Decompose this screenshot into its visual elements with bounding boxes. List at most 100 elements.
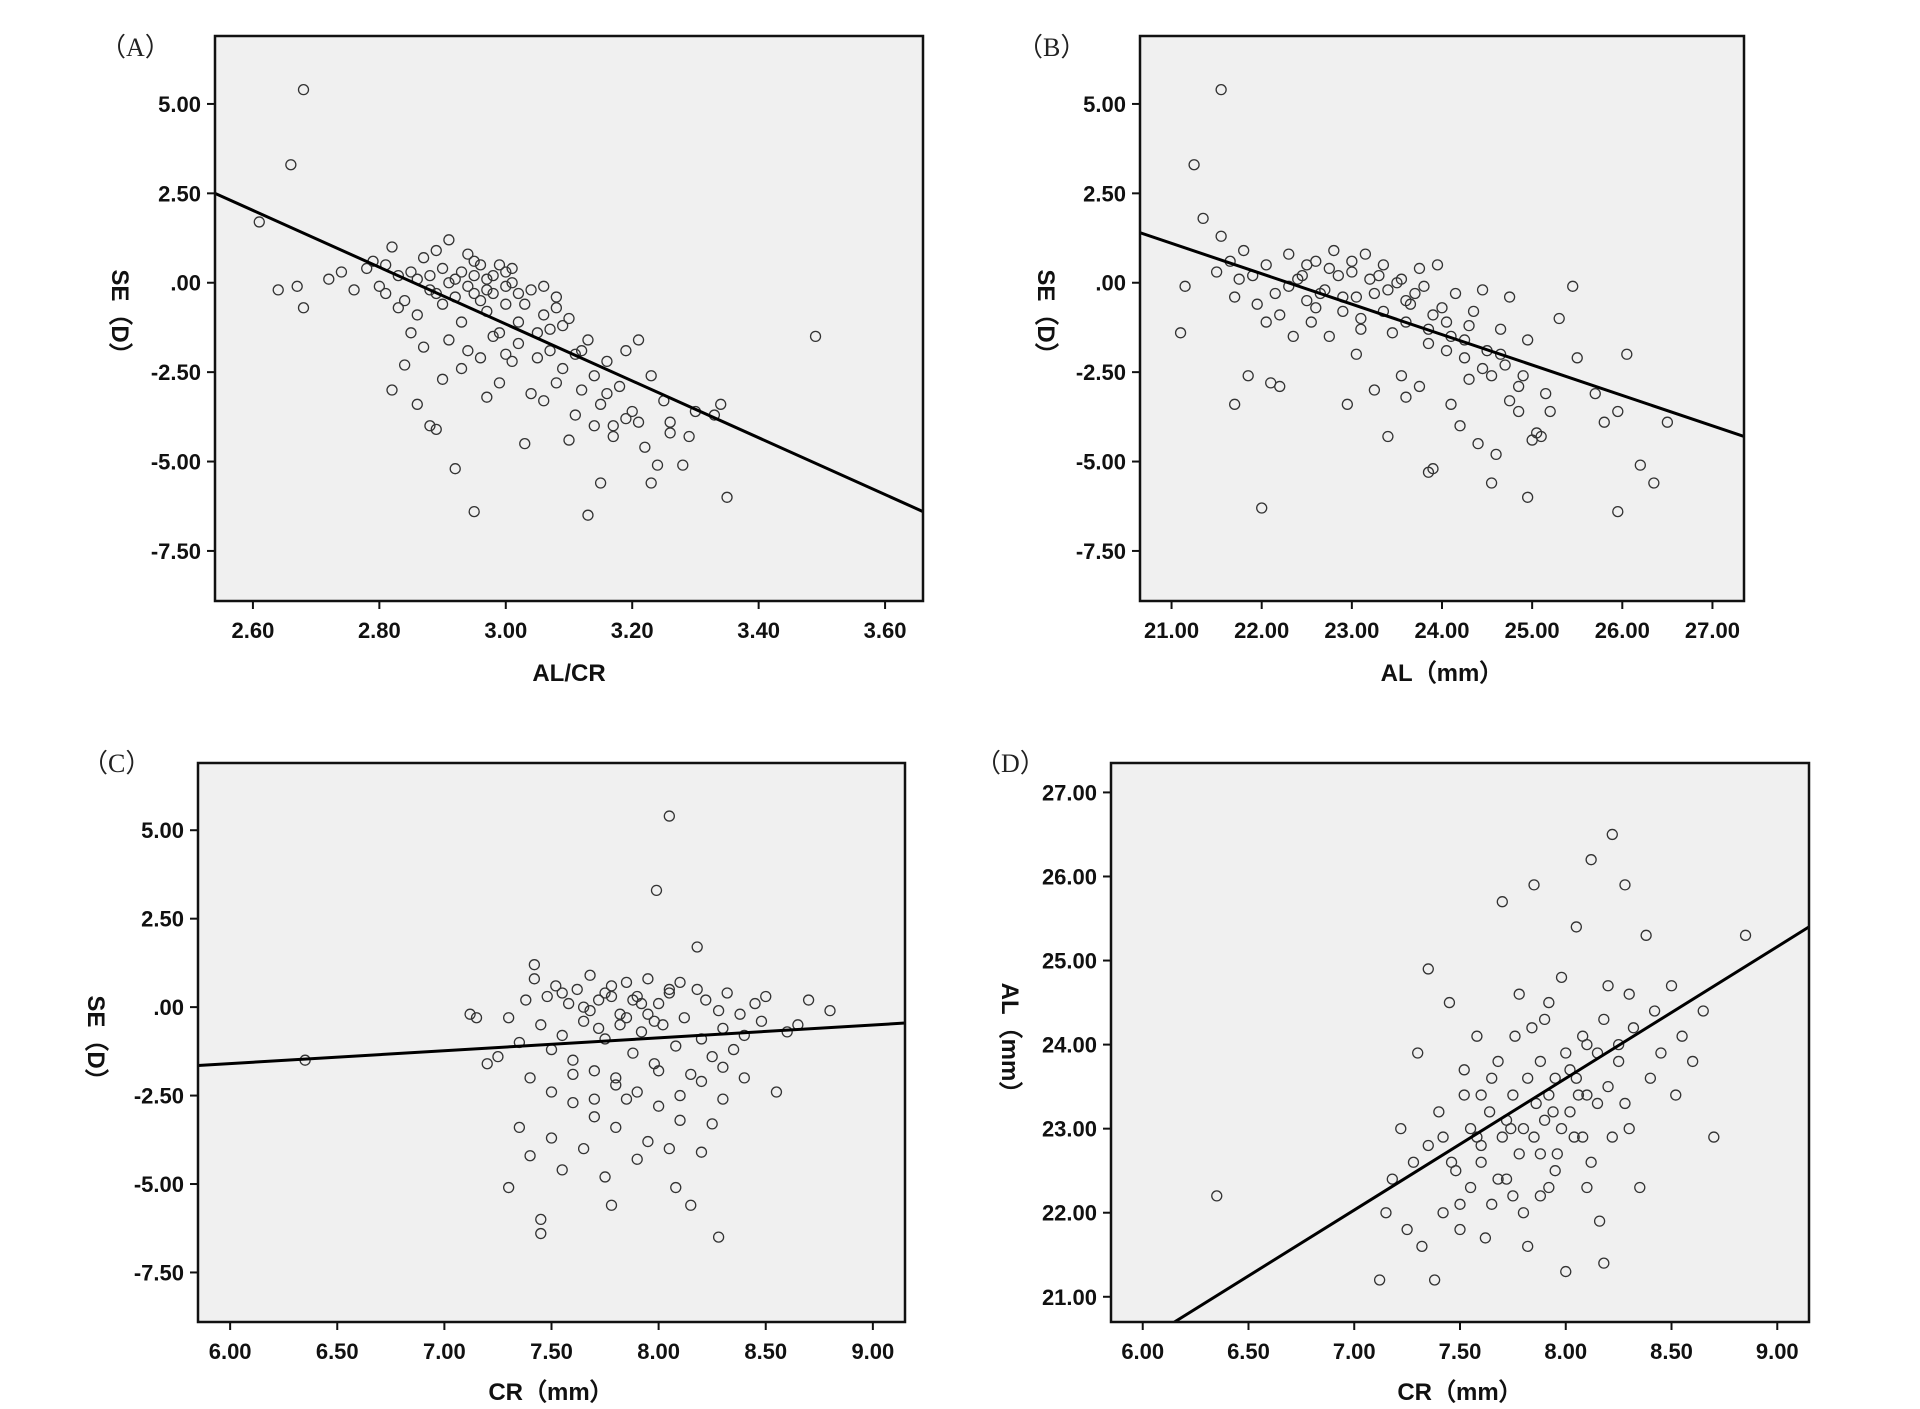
plot-area-d <box>1111 763 1809 1322</box>
data-point-a <box>645 477 657 489</box>
data-point-a <box>651 459 664 471</box>
data-point-b <box>1301 259 1313 271</box>
data-point-c <box>685 1068 697 1080</box>
data-point-b <box>1332 269 1344 282</box>
data-point-b <box>1341 398 1353 410</box>
data-point-a <box>411 309 423 321</box>
data-point-a <box>557 362 569 375</box>
data-point-d <box>1528 1131 1540 1143</box>
data-point-c <box>695 1075 708 1088</box>
data-point-b <box>1418 280 1430 292</box>
panel-label-c: （C） <box>82 749 151 778</box>
data-point-a <box>500 266 512 278</box>
data-point-c <box>712 1231 725 1243</box>
data-point-c <box>513 1121 526 1134</box>
data-point-d <box>1640 929 1652 941</box>
data-point-d <box>1612 1038 1625 1051</box>
data-point-a <box>544 345 556 357</box>
data-point-b <box>1445 398 1457 410</box>
data-point-c <box>592 994 605 1006</box>
data-point-c <box>734 1008 746 1020</box>
data-point-b <box>1544 405 1556 418</box>
data-point-b <box>1571 352 1583 364</box>
data-point-b <box>1436 302 1448 314</box>
data-point-b <box>1499 359 1511 371</box>
data-point-a <box>613 380 626 393</box>
data-point-b <box>1238 244 1250 257</box>
data-point-a <box>335 266 348 278</box>
data-point-c <box>642 973 654 985</box>
data-point-d <box>1560 1047 1572 1059</box>
data-point-a <box>291 280 303 292</box>
data-point-b <box>1540 387 1552 400</box>
data-point-d <box>1602 1080 1614 1093</box>
x-tick-label-b: 27.00 <box>1685 618 1740 643</box>
data-point-a <box>607 430 619 443</box>
data-point-a <box>645 370 657 382</box>
data-point-c <box>738 1029 750 1042</box>
data-point-b <box>1567 280 1579 292</box>
data-point-d <box>1475 1156 1487 1168</box>
y-tick-label-c: -7.50 <box>134 1260 184 1285</box>
data-point-b <box>1476 284 1489 296</box>
data-point-a <box>550 302 563 314</box>
x-tick-label-c: 9.00 <box>851 1339 894 1364</box>
data-point-a <box>361 262 373 275</box>
data-point-b <box>1485 477 1498 489</box>
data-point-b <box>1210 266 1223 278</box>
data-point-a <box>809 330 822 343</box>
data-point-d <box>1422 963 1434 975</box>
data-point-c <box>556 987 568 999</box>
data-point-a <box>436 298 449 310</box>
data-point-a <box>405 266 417 278</box>
data-point-c <box>535 1213 547 1226</box>
data-point-c <box>588 1111 600 1123</box>
data-point-a <box>594 477 607 489</box>
data-point-b <box>1503 395 1516 407</box>
data-point-d <box>1437 1207 1449 1219</box>
y-axis-label-a: SE（D） <box>106 269 133 366</box>
data-point-a <box>519 298 531 310</box>
x-tick-label-c: 7.50 <box>530 1339 573 1364</box>
data-point-a <box>430 423 442 436</box>
data-point-b <box>1296 269 1308 282</box>
data-point-d <box>1517 1123 1530 1135</box>
data-point-a <box>493 259 506 271</box>
data-point-c <box>605 990 618 1003</box>
x-tick-label-c: 8.50 <box>744 1339 787 1364</box>
data-point-d <box>1655 1047 1667 1059</box>
data-point-d <box>1547 1106 1559 1118</box>
data-point-b <box>1368 287 1381 300</box>
y-tick-label-b: -5.00 <box>1076 450 1126 475</box>
fit-line-a <box>215 191 923 513</box>
data-point-d <box>1479 1232 1492 1244</box>
x-tick-label-d: 8.00 <box>1544 1339 1587 1364</box>
panel-label-a: （A） <box>100 33 171 62</box>
data-point-c <box>721 987 733 999</box>
x-tick-label-a: 3.20 <box>611 618 654 643</box>
y-tick-label-c: 5.00 <box>141 818 184 843</box>
data-point-d <box>1492 1055 1504 1068</box>
data-point-d <box>1739 929 1752 941</box>
data-point-d <box>1644 1072 1657 1084</box>
data-point-d <box>1534 1148 1547 1160</box>
data-point-b <box>1553 312 1565 325</box>
y-axis-label-d: AL（mm） <box>996 983 1023 1106</box>
data-point-b <box>1400 391 1412 403</box>
points-group-d <box>1211 828 1752 1286</box>
data-point-c <box>691 983 703 996</box>
data-point-d <box>1483 1106 1496 1118</box>
data-point-a <box>525 284 537 296</box>
y-tick-label-b: 2.50 <box>1083 181 1126 206</box>
data-point-a <box>632 416 645 428</box>
x-tick-label-d: 7.00 <box>1333 1339 1376 1364</box>
data-point-c <box>545 1132 558 1144</box>
data-point-c <box>599 1171 611 1183</box>
data-point-a <box>506 277 518 289</box>
data-point-d <box>1496 896 1508 908</box>
data-point-b <box>1612 405 1624 418</box>
y-tick-label-a: .00 <box>170 271 201 296</box>
data-point-a <box>436 262 449 275</box>
data-point-c <box>503 1181 515 1194</box>
x-tick-label-b: 24.00 <box>1414 618 1469 643</box>
